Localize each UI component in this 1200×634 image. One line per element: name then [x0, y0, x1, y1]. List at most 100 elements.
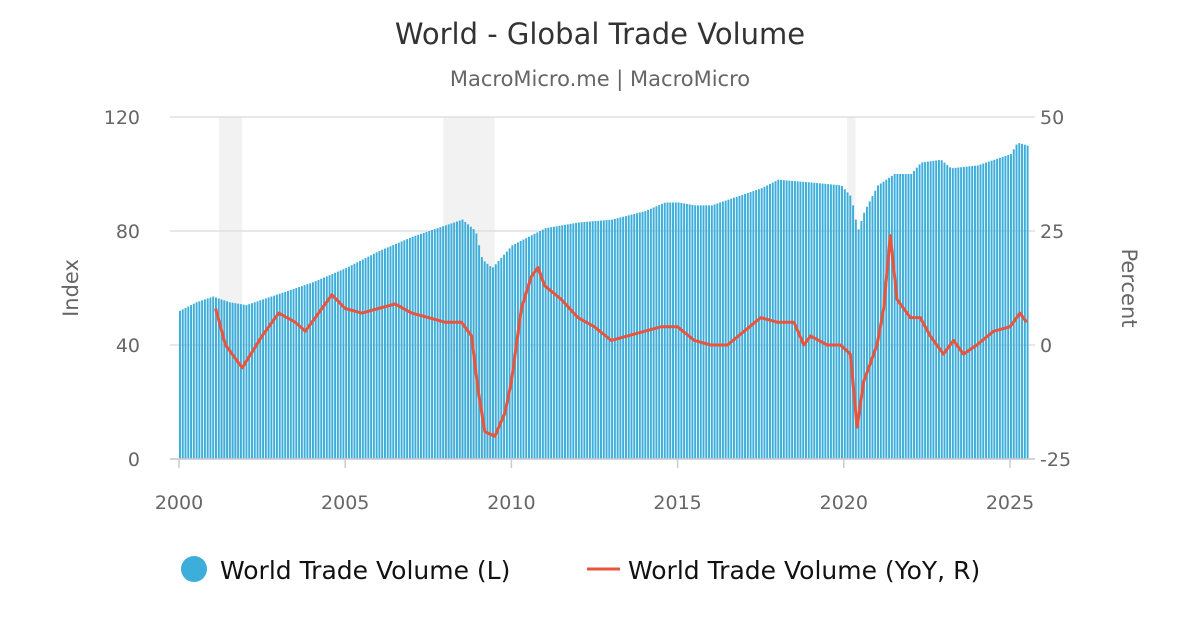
bar: [595, 221, 597, 459]
bar: [919, 165, 921, 460]
bar: [996, 159, 998, 459]
bar: [456, 222, 458, 460]
bar: [650, 209, 652, 459]
bar: [550, 227, 552, 459]
bar: [362, 260, 364, 460]
bar: [877, 185, 879, 459]
bar: [730, 199, 732, 459]
bar: [558, 226, 560, 459]
bar: [268, 298, 270, 460]
bar: [694, 205, 696, 459]
bar: [725, 201, 727, 459]
bar: [293, 289, 295, 459]
bar: [450, 223, 452, 459]
bar: [905, 174, 907, 459]
bar: [874, 191, 876, 459]
bar: [758, 189, 760, 459]
bar: [534, 234, 536, 459]
bar: [672, 203, 674, 460]
bar: [708, 205, 710, 459]
bar: [686, 204, 688, 459]
bar: [489, 266, 491, 459]
legend-item-line[interactable]: World Trade Volume (YoY, R): [587, 556, 980, 585]
bar: [988, 162, 990, 459]
bar: [381, 250, 383, 459]
bar: [808, 182, 810, 459]
bar: [949, 167, 951, 459]
bar: [354, 264, 356, 459]
legend-bar-label: World Trade Volume (L): [220, 556, 510, 585]
bar: [592, 221, 594, 459]
bar: [722, 202, 724, 459]
legend-line-label: World Trade Volume (YoY, R): [628, 556, 980, 585]
bar: [331, 274, 333, 459]
bar: [445, 225, 447, 459]
bar: [603, 220, 605, 459]
bar: [860, 221, 862, 459]
bar: [802, 182, 804, 459]
bar: [412, 237, 414, 459]
bar: [215, 298, 217, 460]
bar: [542, 230, 544, 459]
bar: [392, 245, 394, 459]
bar: [896, 174, 898, 459]
bar: [661, 204, 663, 459]
bar: [727, 200, 729, 459]
bar: [567, 224, 569, 459]
bar: [736, 197, 738, 459]
bar: [941, 160, 943, 459]
bar: [974, 166, 976, 459]
bar: [830, 184, 832, 459]
bar: [403, 240, 405, 459]
bar: [966, 167, 968, 459]
bar: [251, 303, 253, 459]
bar: [755, 190, 757, 459]
bar: [797, 181, 799, 459]
bar: [376, 252, 378, 459]
bar: [304, 285, 306, 459]
bar: [1007, 155, 1009, 459]
bar: [279, 294, 281, 459]
bar: [459, 221, 461, 459]
bar: [924, 162, 926, 459]
bar: [1004, 156, 1006, 459]
bar: [520, 241, 522, 459]
bar: [1018, 143, 1020, 459]
bar: [636, 213, 638, 459]
bar: [553, 227, 555, 459]
bar: [1010, 154, 1012, 459]
bar: [257, 301, 259, 459]
bar: [390, 246, 392, 459]
legend-item-bars[interactable]: World Trade Volume (L): [181, 556, 510, 585]
bar: [777, 180, 779, 459]
bar: [891, 176, 893, 459]
x-tick-label: 2020: [820, 492, 868, 514]
bar: [675, 203, 677, 460]
bar: [894, 174, 896, 459]
bar: [395, 244, 397, 459]
legend: World Trade Volume (L) World Trade Volum…: [181, 556, 980, 585]
bar: [315, 281, 317, 459]
bar: [932, 161, 934, 459]
bar: [977, 165, 979, 459]
bar: [888, 178, 890, 459]
bar: [406, 239, 408, 459]
bar: [398, 243, 400, 459]
bar: [700, 205, 702, 459]
bar: [204, 299, 206, 459]
bar: [547, 228, 549, 459]
bar: [420, 234, 422, 459]
bar: [589, 222, 591, 460]
bar: [356, 262, 358, 459]
bar: [234, 303, 236, 459]
bar: [963, 167, 965, 459]
bar: [265, 298, 267, 459]
y-tick-right-label: 50: [1040, 107, 1064, 129]
bar: [193, 304, 195, 459]
bar: [938, 160, 940, 459]
bar: [985, 163, 987, 459]
bar: [1016, 145, 1018, 459]
bar: [944, 163, 946, 459]
bar: [348, 267, 350, 459]
bar: [957, 168, 959, 459]
